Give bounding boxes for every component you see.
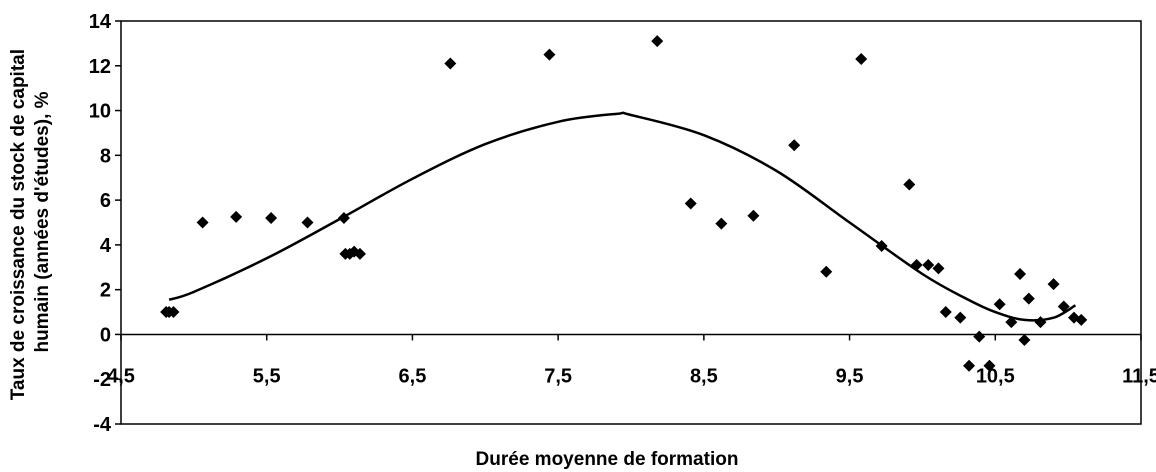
y-tick-label: 4: [100, 235, 112, 257]
plot-frame: [120, 20, 1142, 425]
data-point: [353, 247, 366, 260]
data-point: [963, 359, 976, 372]
data-point: [684, 197, 697, 210]
data-point: [543, 48, 556, 61]
data-point: [820, 265, 833, 278]
x-tick-label: 11,5: [1122, 365, 1156, 387]
x-tick-label: 4,5: [107, 365, 135, 387]
data-point: [337, 212, 350, 225]
tick-labels: -4 -2 0 2 4 6 8 10 12 14 4,5 5,5 6,5 7,5 8,5 9,5 10,5 11,…: [89, 11, 1156, 436]
y-axis-title: Taux de croissance du stock de capital h…: [8, 44, 53, 401]
data-point: [167, 306, 180, 319]
y-tick-label: -2: [93, 369, 111, 391]
data-point: [1005, 316, 1018, 329]
data-point: [855, 53, 868, 66]
x-tick-label: 8,5: [690, 365, 718, 387]
y-axis-title-line-2: humain (années d'études), %: [32, 91, 53, 352]
data-point: [230, 210, 243, 223]
y-tick-label: 10: [89, 101, 111, 123]
data-points: [160, 35, 1088, 372]
data-point: [747, 209, 760, 222]
y-tick-label: 12: [89, 56, 111, 78]
data-point: [1057, 300, 1070, 313]
x-axis-title: Durée moyenne de formation: [476, 449, 739, 470]
data-point: [651, 35, 664, 48]
data-point: [196, 216, 209, 229]
data-point: [875, 240, 888, 253]
data-point: [993, 298, 1006, 311]
data-point: [1047, 278, 1060, 291]
y-tick-label: 0: [100, 324, 111, 346]
axes: [115, 20, 1142, 425]
data-point: [788, 139, 801, 152]
data-point: [903, 178, 916, 191]
data-point: [922, 259, 935, 272]
x-tick-label: 5,5: [253, 365, 281, 387]
data-point: [1034, 316, 1047, 329]
data-point: [1022, 292, 1035, 305]
trendline: [168, 111, 1077, 322]
x-tick-label: 10,5: [976, 365, 1015, 387]
data-point: [301, 216, 314, 229]
data-point: [265, 212, 278, 225]
y-tick-label: -4: [93, 414, 112, 436]
data-point: [1014, 267, 1027, 280]
data-point: [715, 217, 728, 230]
x-tick-label: 7,5: [544, 365, 572, 387]
x-tick-label: 6,5: [399, 365, 427, 387]
y-tick-label: 2: [100, 280, 111, 302]
y-tick-label: 6: [100, 190, 111, 212]
y-axis-title-line-1: Taux de croissance du stock de capital: [8, 49, 29, 400]
y-tick-label: 8: [100, 145, 111, 167]
data-point: [1075, 313, 1088, 326]
x-tick-label: 9,5: [836, 365, 864, 387]
data-point: [932, 262, 945, 275]
data-point: [983, 359, 996, 372]
data-point: [954, 311, 967, 324]
data-point: [1018, 334, 1031, 347]
data-point: [444, 57, 457, 70]
data-point: [973, 330, 986, 343]
data-point: [910, 259, 923, 272]
y-tick-label: 14: [89, 11, 112, 33]
data-point: [939, 306, 952, 319]
